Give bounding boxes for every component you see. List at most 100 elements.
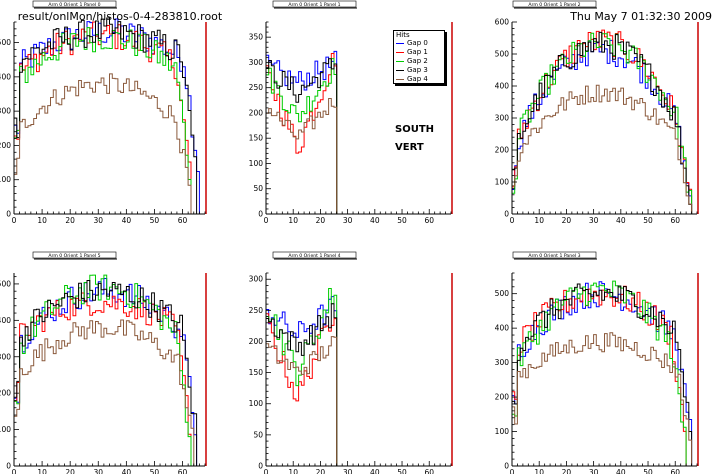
- x-tick-label: 60: [670, 468, 680, 474]
- series-gap-0: [14, 278, 198, 466]
- x-tick-label: 30: [93, 468, 103, 474]
- series-gap-4: [14, 319, 195, 466]
- file-path-label: result/onlMon/histos-0-4-283810.root: [17, 10, 223, 23]
- x-tick-label: 10: [37, 468, 47, 474]
- y-tick-label: 250: [249, 83, 264, 92]
- series-gap-4: [266, 98, 338, 214]
- panel-title: Arm 0 Orient 1 Panel 2: [528, 2, 580, 8]
- panel-3: Arm 0 Orient 1 Panel 5 0 10 20 30 40 50 60 0 100 2…: [0, 251, 207, 474]
- y-tick-label: 50: [253, 184, 263, 193]
- x-tick-label: 40: [616, 468, 626, 474]
- y-tick-label: 400: [495, 82, 510, 91]
- legend-title: Hits: [396, 31, 410, 39]
- x-tick-label: 50: [150, 468, 160, 474]
- series-gap-2: [14, 274, 192, 466]
- x-tick-label: 30: [343, 216, 353, 225]
- arm-label: SOUTH: [395, 124, 435, 135]
- x-tick-label: 20: [562, 468, 572, 474]
- y-tick-label: 500: [495, 289, 510, 298]
- y-tick-label: 0: [258, 462, 263, 471]
- panel-title-box: [512, 251, 597, 259]
- series-gap-2: [266, 288, 338, 466]
- series-gap-4: [512, 84, 693, 214]
- x-tick-label: 20: [316, 216, 326, 225]
- panel-title: Arm 0 Orient 1 Panel 5: [48, 253, 100, 259]
- y-tick-label: 0: [258, 210, 263, 219]
- y-tick-label: 200: [0, 141, 11, 150]
- x-tick-label: 50: [397, 468, 407, 474]
- timestamp-label: Thu May 7 01:32:30 2009: [570, 10, 712, 23]
- legend-entry-gap3: Gap 3: [396, 66, 428, 74]
- x-tick-label: 0: [510, 468, 515, 474]
- y-tick-label: 300: [495, 358, 510, 367]
- orient-label: VERT: [395, 142, 424, 153]
- x-tick-label: 20: [562, 216, 572, 225]
- panel-title: Arm 0 Orient 1 Panel 3: [528, 253, 580, 259]
- y-tick-label: 300: [249, 275, 264, 284]
- y-tick-label: 0: [504, 462, 509, 471]
- panel-title-box: [272, 251, 357, 259]
- series-gap-4: [14, 73, 192, 214]
- series-gap-4: [512, 332, 693, 466]
- series-gap-1: [266, 53, 338, 214]
- y-tick-label: 200: [249, 108, 264, 117]
- legend-entry-gap4: Gap 4: [396, 75, 428, 83]
- series-gap-1: [14, 292, 192, 466]
- x-tick-label: 40: [370, 468, 380, 474]
- series-gap-3: [512, 31, 693, 214]
- series-gap-0: [512, 39, 693, 214]
- y-tick-label: 100: [495, 178, 510, 187]
- x-tick-label: 30: [589, 216, 599, 225]
- series-gap-0: [512, 281, 693, 466]
- y-tick-label: 200: [495, 146, 510, 155]
- y-tick-label: 500: [495, 50, 510, 59]
- x-tick-label: 30: [343, 468, 353, 474]
- x-tick-label: 0: [12, 468, 17, 474]
- x-tick-label: 10: [534, 468, 544, 474]
- x-tick-label: 60: [424, 216, 434, 225]
- series-gap-2: [14, 27, 192, 214]
- y-tick-label: 500: [0, 38, 11, 47]
- legend-entry-gap2: Gap 2: [396, 57, 428, 65]
- y-tick-label: 300: [249, 58, 264, 67]
- y-tick-label: 150: [249, 368, 264, 377]
- series-gap-3: [266, 58, 338, 214]
- series-gap-3: [14, 280, 198, 466]
- panel-title: Arm 0 Orient 1 Panel 4: [288, 253, 340, 259]
- y-tick-label: 500: [0, 279, 11, 288]
- panel-0: Arm 0 Orient 1 Panel 0 0 10 20 30 40 50 60 0 100 2…: [0, 0, 207, 225]
- x-tick-label: 20: [65, 468, 75, 474]
- panel-4: Arm 0 Orient 1 Panel 4 0 10 20 30 40 50 60 0 50 10…: [249, 251, 453, 474]
- x-tick-label: 60: [424, 468, 434, 474]
- legend: Hits Gap 0 Gap 1 Gap 2 Gap 3 Gap 4: [393, 30, 445, 84]
- x-tick-label: 60: [670, 216, 680, 225]
- series-gap-3: [512, 283, 693, 466]
- y-tick-label: 100: [249, 159, 264, 168]
- x-tick-label: 40: [616, 216, 626, 225]
- x-tick-label: 20: [316, 468, 326, 474]
- y-tick-label: 300: [0, 352, 11, 361]
- x-tick-label: 30: [93, 216, 103, 225]
- x-tick-label: 40: [122, 468, 132, 474]
- panel-title: Arm 0 Orient 1 Panel 0: [48, 2, 100, 8]
- x-tick-label: 0: [264, 216, 269, 225]
- series-gap-2: [266, 58, 338, 214]
- y-tick-label: 100: [249, 399, 264, 408]
- legend-entry-gap1: Gap 1: [396, 48, 428, 56]
- x-tick-label: 50: [643, 468, 653, 474]
- series-gap-3: [14, 17, 198, 214]
- panel-title-box: [32, 0, 117, 8]
- y-tick-label: 150: [249, 134, 264, 143]
- panel-2: Arm 0 Orient 1 Panel 20 10 20 30 40 50 6001002…: [495, 0, 699, 225]
- x-tick-label: 0: [12, 216, 17, 225]
- panel-1: Arm 0 Orient 1 Panel 1 0 10 20 30 40 50 60 0 50 10…: [249, 0, 453, 225]
- panel-title-box: [512, 0, 597, 8]
- panel-title-box: [272, 0, 357, 8]
- series-gap-1: [266, 313, 338, 466]
- y-tick-label: 250: [249, 306, 264, 315]
- x-tick-label: 50: [150, 216, 160, 225]
- y-tick-label: 600: [495, 18, 510, 27]
- x-tick-label: 30: [589, 468, 599, 474]
- x-tick-label: 40: [122, 216, 132, 225]
